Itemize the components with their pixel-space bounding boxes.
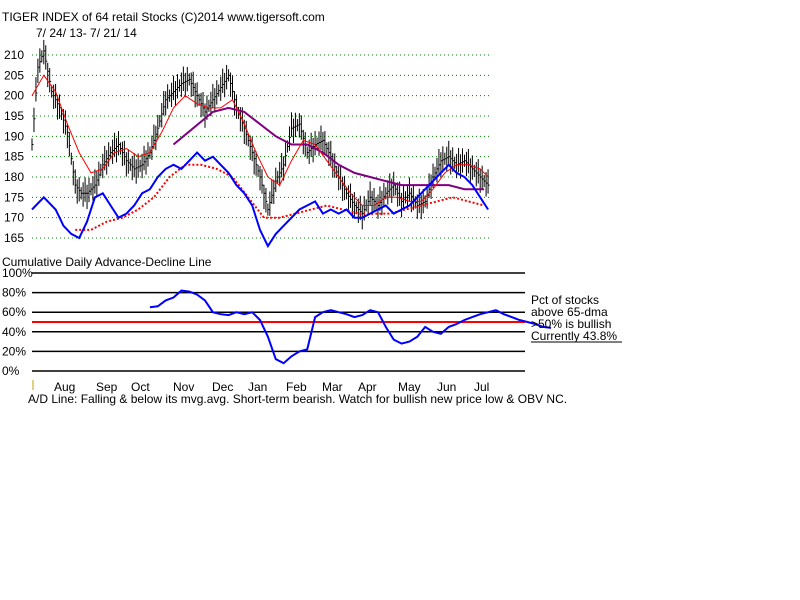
upper-y-tick: 175 bbox=[4, 190, 24, 204]
x-axis-month-labels: Aug Sep Oct Nov Dec Jan Feb Mar Apr May Jun Jul bbox=[54, 380, 489, 394]
x-tick-label: Apr bbox=[358, 380, 377, 394]
red-moving-average-line bbox=[31, 74, 489, 206]
chart-title: TIGER INDEX of 64 retail Stocks (C)2014 … bbox=[2, 10, 325, 24]
lower-y-tick: 20% bbox=[2, 344, 26, 358]
upper-y-tick: 210 bbox=[4, 48, 24, 62]
upper-y-tick: 185 bbox=[4, 150, 24, 164]
x-tick-label: Oct bbox=[131, 380, 150, 394]
lower-y-tick: 60% bbox=[2, 305, 26, 319]
upper-y-tick: 195 bbox=[4, 109, 24, 123]
upper-y-tick: 165 bbox=[4, 231, 24, 245]
date-range: 7/ 24/ 13- 7/ 21/ 14 bbox=[36, 26, 137, 40]
x-tick-label: Feb bbox=[286, 380, 307, 394]
pct-above-65dma-line bbox=[149, 289, 552, 365]
lower-y-tick: 0% bbox=[2, 364, 20, 378]
x-tick-label: Jul bbox=[474, 380, 489, 394]
blue-indicator-line bbox=[31, 151, 489, 249]
purple-moving-average-line bbox=[172, 106, 485, 191]
annotation-line: Pct of stocks bbox=[531, 293, 599, 307]
x-tick-label: Jun bbox=[437, 380, 456, 394]
lower-y-tick: 80% bbox=[2, 286, 26, 300]
x-tick-label: Sep bbox=[96, 380, 118, 394]
annotation-line: Currently 43.8% bbox=[531, 329, 617, 343]
lower-chart-title: Cumulative Daily Advance-Decline Line bbox=[2, 255, 212, 269]
x-tick-label: Jan bbox=[248, 380, 267, 394]
upper-y-tick-labels: 210 205 200 195 190 185 180 175 170 165 bbox=[4, 48, 24, 245]
annotation-line: >50% is bullish bbox=[531, 317, 611, 331]
x-tick-label: Aug bbox=[54, 380, 75, 394]
lower-y-tick: 40% bbox=[2, 325, 26, 339]
lower-grid bbox=[32, 272, 525, 390]
upper-y-tick: 170 bbox=[4, 211, 24, 225]
x-tick-label: Nov bbox=[173, 380, 194, 394]
x-tick-label: May bbox=[398, 380, 421, 394]
upper-y-tick: 205 bbox=[4, 68, 24, 82]
annotation-line: above 65-dma bbox=[531, 305, 608, 319]
x-tick-label: Dec bbox=[212, 380, 233, 394]
lower-y-tick: 100% bbox=[2, 266, 33, 280]
lower-y-tick-labels: 100% 80% 60% 40% 20% 0% bbox=[2, 266, 33, 378]
x-tick-label: Mar bbox=[322, 380, 343, 394]
price-bars bbox=[31, 39, 490, 230]
footer-summary: A/D Line: Falling & below its mvg.avg. S… bbox=[28, 392, 568, 406]
upper-y-tick: 180 bbox=[4, 170, 24, 184]
upper-y-tick: 190 bbox=[4, 129, 24, 143]
dotted-moving-average-line bbox=[75, 163, 485, 231]
upper-y-tick: 200 bbox=[4, 89, 24, 103]
